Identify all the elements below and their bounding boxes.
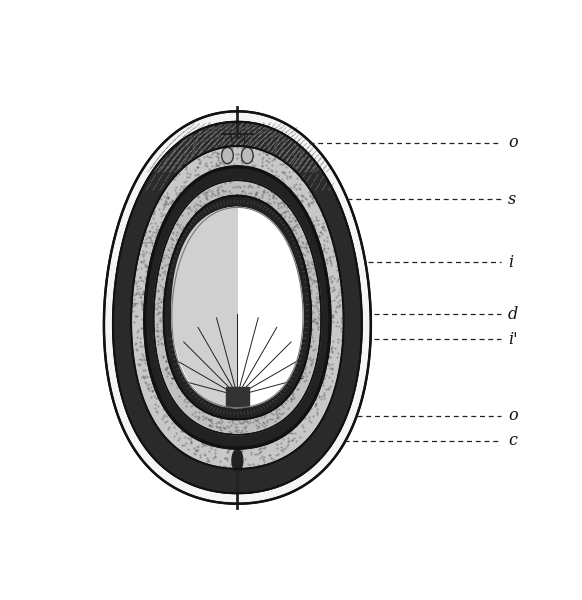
Text: i': i' xyxy=(508,331,517,347)
Text: o: o xyxy=(508,407,517,424)
Text: i: i xyxy=(508,254,513,271)
Text: s: s xyxy=(508,191,516,208)
Polygon shape xyxy=(232,449,243,472)
Text: c: c xyxy=(508,432,517,449)
Polygon shape xyxy=(104,112,371,504)
Ellipse shape xyxy=(222,148,233,164)
Ellipse shape xyxy=(242,148,253,164)
Polygon shape xyxy=(144,167,330,448)
Polygon shape xyxy=(172,208,303,407)
Polygon shape xyxy=(154,181,321,435)
Polygon shape xyxy=(113,122,362,493)
Text: d: d xyxy=(508,306,518,323)
Polygon shape xyxy=(172,208,237,407)
Text: o: o xyxy=(508,134,517,151)
Polygon shape xyxy=(164,196,311,419)
Polygon shape xyxy=(131,146,344,469)
